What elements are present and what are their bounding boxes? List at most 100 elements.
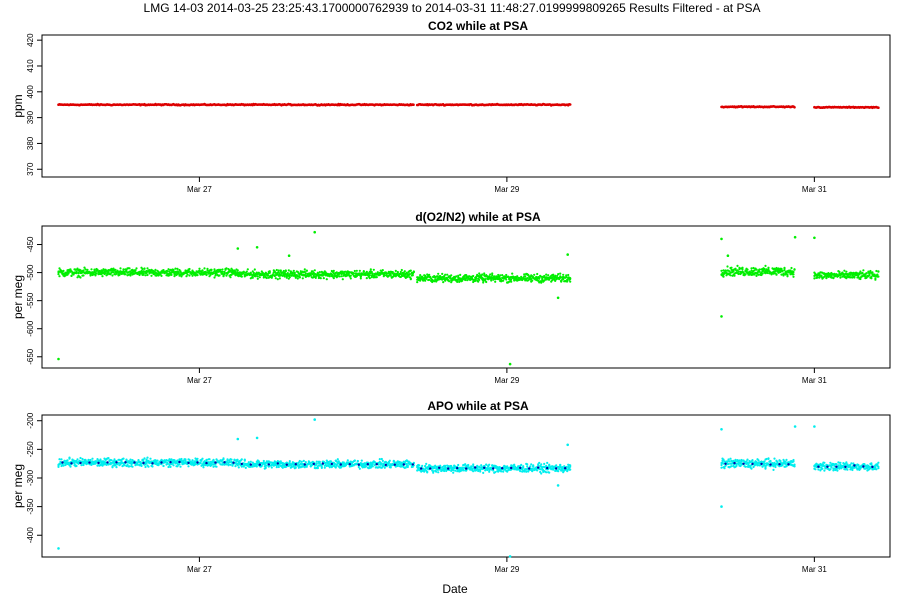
data-point (763, 267, 766, 271)
data-point (481, 273, 484, 276)
data-point (265, 276, 268, 280)
data-point (305, 269, 308, 272)
mean-point (510, 466, 513, 470)
data-point (225, 274, 228, 277)
data-point (452, 471, 455, 474)
outlier-point (236, 247, 240, 250)
data-point (411, 274, 414, 277)
data-point (76, 276, 79, 279)
mean-point (133, 461, 136, 464)
data-point (221, 268, 224, 271)
data-point (490, 279, 493, 282)
data-point (781, 269, 784, 272)
data-point (526, 277, 529, 280)
data-point (212, 465, 215, 468)
data-point (728, 460, 731, 463)
data-point (877, 275, 880, 278)
mean-point (402, 463, 405, 466)
data-point (547, 274, 550, 277)
data-point (332, 277, 335, 280)
data-point (785, 272, 788, 275)
data-point (199, 462, 202, 465)
data-point (765, 268, 768, 271)
data-point (784, 462, 787, 465)
data-point (525, 470, 528, 473)
data-point (308, 462, 311, 465)
mean-point (276, 462, 279, 465)
data-point (223, 273, 226, 276)
y-tick-label: -500 (26, 264, 35, 281)
data-point (478, 272, 481, 275)
data-point (435, 470, 438, 473)
mean-point (223, 461, 226, 464)
data-point (122, 268, 125, 271)
data-point (783, 266, 786, 269)
data-point (255, 465, 258, 468)
data-point (167, 268, 170, 271)
data-point (792, 275, 795, 278)
data-point (529, 465, 532, 468)
data-point (115, 272, 118, 275)
data-point (352, 272, 355, 275)
data-point (74, 268, 77, 271)
data-point (370, 270, 373, 274)
data-point (264, 466, 267, 469)
data-point (821, 467, 824, 470)
data-point (738, 459, 741, 462)
mean-point (88, 461, 91, 464)
data-point (79, 276, 82, 279)
data-point (144, 274, 147, 277)
data-point (562, 273, 565, 276)
data-point (744, 465, 747, 468)
data-point (166, 462, 169, 465)
data-point (364, 273, 367, 276)
mean-point (733, 461, 736, 465)
data-point (519, 470, 522, 473)
data-point (325, 278, 328, 281)
data-point (457, 463, 460, 467)
mean-point (871, 465, 874, 469)
data-point (377, 463, 380, 466)
data-point (774, 269, 777, 273)
data-point (315, 462, 318, 465)
mean-point (778, 463, 781, 466)
panel-apo: APO while at PSA-200-250-300-350-400Mar … (11, 399, 891, 574)
data-point (482, 281, 485, 284)
data-point (185, 275, 188, 278)
data-point (569, 280, 572, 283)
data-point (530, 277, 533, 281)
data-point (223, 271, 226, 274)
data-point (203, 267, 206, 270)
data-point (84, 268, 87, 271)
mean-point (240, 462, 243, 466)
data-point (270, 276, 273, 279)
data-point (510, 280, 513, 283)
data-point (149, 457, 152, 460)
data-point (268, 271, 271, 274)
data-point (208, 458, 211, 461)
data-point (403, 270, 406, 273)
data-point (836, 469, 839, 472)
data-point (769, 460, 772, 463)
data-point (365, 277, 368, 280)
data-point (80, 464, 83, 467)
data-point (273, 270, 276, 273)
outlier-point (793, 235, 797, 239)
data-point (497, 273, 500, 277)
outlier-point (793, 425, 797, 428)
mean-point (817, 465, 820, 468)
data-point (58, 458, 61, 461)
data-point (83, 266, 86, 269)
data-point (104, 272, 107, 275)
data-point (845, 461, 848, 464)
data-point (188, 267, 191, 271)
outlier-point (720, 428, 723, 431)
data-point (869, 269, 872, 273)
data-point (62, 269, 65, 272)
data-point (753, 269, 756, 272)
mean-point (294, 463, 297, 466)
outlier-point (57, 357, 60, 361)
data-point (774, 465, 777, 469)
mean-point (70, 462, 73, 465)
data-point (91, 457, 94, 460)
